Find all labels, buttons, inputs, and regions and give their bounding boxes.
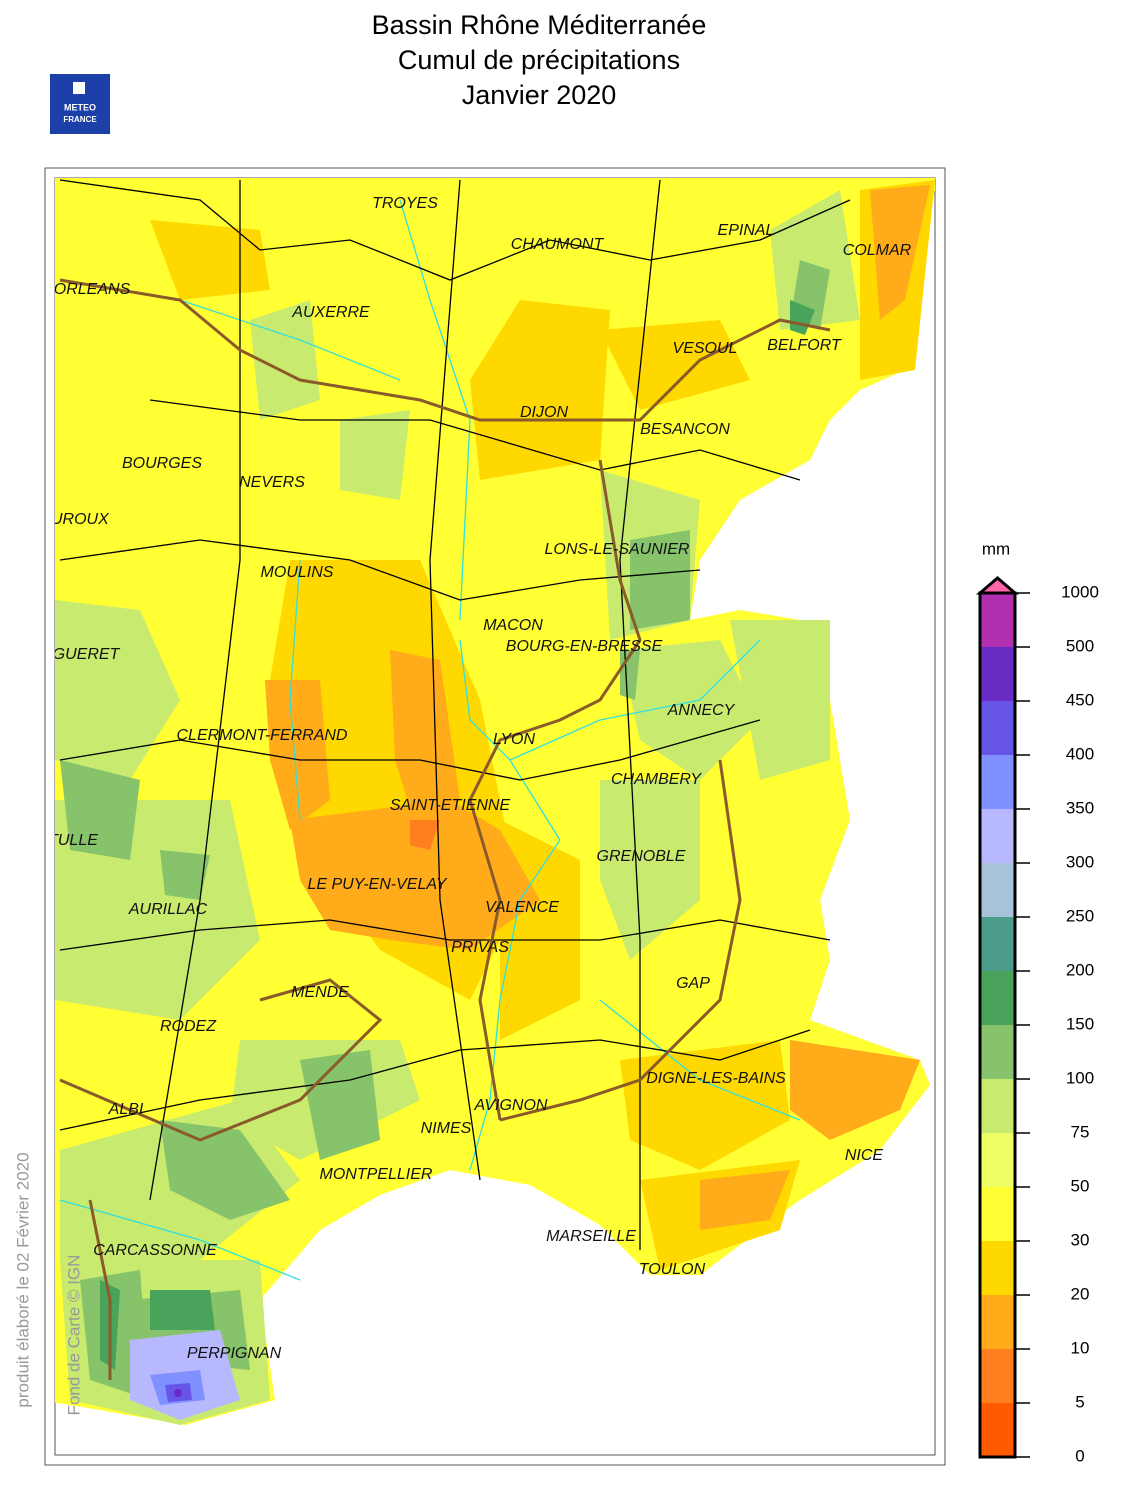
- legend-band: [980, 863, 1015, 917]
- legend-tick-label: 5: [1075, 1392, 1084, 1411]
- city-label: AVIGNON: [474, 1097, 548, 1114]
- city-label: RODEZ: [160, 1018, 217, 1035]
- legend-tick-label: 150: [1066, 1014, 1094, 1033]
- legend-tick-label: 450: [1066, 690, 1094, 709]
- city-label: NICE: [845, 1147, 884, 1164]
- legend-band: [980, 701, 1015, 755]
- legend-tick-label: 100: [1066, 1068, 1094, 1087]
- city-label: EPINAL: [718, 222, 775, 239]
- city-label: MENDE: [291, 984, 349, 1001]
- city-label: ALBI: [108, 1101, 144, 1118]
- city-label: ANNECY: [667, 702, 736, 719]
- legend-tick-label: 500: [1066, 636, 1094, 655]
- city-label: BESANCON: [640, 421, 730, 438]
- legend-tick-label: 20: [1071, 1284, 1090, 1303]
- city-label: TOULON: [639, 1261, 706, 1278]
- city-label: SAINT-ETIENNE: [390, 797, 511, 814]
- legend-band: [980, 1295, 1015, 1349]
- city-labels: TROYES CHAUMONT EPINAL COLMAR ORLEANS AU…: [0, 195, 912, 1362]
- legend-band: [980, 755, 1015, 809]
- legend-over: [975, 576, 1020, 595]
- city-label: AURILLAC: [128, 901, 208, 918]
- city-label: TROYES: [372, 195, 438, 212]
- legend-tick-label: 0: [1075, 1446, 1084, 1465]
- legend: 0 5 10 20 30 50 75 100 150 200 250 300 350 400 450 500 1…: [975, 576, 1099, 1465]
- city-label: LONS-LE-SAUNIER: [545, 541, 690, 558]
- legend-band: [980, 1241, 1015, 1295]
- rivers: [59, 199, 801, 1281]
- city-label: BOURGES: [122, 455, 202, 472]
- city-label: COLMAR: [843, 242, 912, 259]
- city-label: DIGNE-LES-BAINS: [646, 1070, 786, 1087]
- city-label: MONTPELLIER: [320, 1166, 433, 1183]
- city-label: CHATEAUROUX: [0, 511, 110, 528]
- legend-band: [980, 1133, 1015, 1187]
- boundaries: [59, 179, 851, 1380]
- legend-unit: mm: [982, 539, 1010, 558]
- map-frame: [44, 167, 946, 1466]
- city-label: BOURG-EN-BRESSE: [506, 638, 663, 655]
- legend-band: [980, 1079, 1015, 1133]
- city-label: PERPIGNAN: [187, 1345, 282, 1362]
- city-label: GAP: [676, 975, 710, 992]
- city-label: CHAMBERY: [611, 771, 702, 788]
- legend-band: [980, 1349, 1015, 1403]
- title-line: Janvier 2020: [462, 80, 617, 110]
- city-label: CLERMONT-FERRAND: [177, 727, 348, 744]
- legend-band: [980, 1403, 1015, 1457]
- logo-text: METEO: [64, 102, 96, 112]
- city-label: ORLEANS: [54, 281, 131, 298]
- city-label: MARSEILLE: [546, 1228, 636, 1245]
- legend-band: [980, 917, 1015, 971]
- legend-tick-label: 50: [1071, 1176, 1090, 1195]
- city-label: CARCASSONNE: [93, 1242, 217, 1259]
- city-label: AUXERRE: [291, 304, 370, 321]
- city-label: MOULINS: [261, 564, 334, 581]
- city-label: CHAUMONT: [511, 236, 605, 253]
- legend-band: [980, 593, 1015, 647]
- legend-tick-label: 1000: [1061, 582, 1099, 601]
- city-label: VESOUL: [673, 340, 738, 357]
- legend-tick-label: 400: [1066, 744, 1094, 763]
- legend-tick-label: 350: [1066, 798, 1094, 817]
- legend-tick-label: 30: [1071, 1230, 1090, 1249]
- city-label: BELFORT: [767, 337, 842, 354]
- legend-tick-label: 300: [1066, 852, 1094, 871]
- title-line: Bassin Rhône Méditerranée: [372, 10, 707, 40]
- legend-band: [980, 971, 1015, 1025]
- city-label: LE PUY-EN-VELAY: [307, 876, 447, 893]
- city-label: TULLE: [48, 832, 98, 849]
- legend-tick-label: 75: [1071, 1122, 1090, 1141]
- credit: produit élaboré le 02 Février 2020: [13, 1152, 32, 1407]
- city-label: VALENCE: [485, 899, 559, 916]
- legend-band: [980, 1025, 1015, 1079]
- legend-tick-label: 200: [1066, 960, 1094, 979]
- legend-tick-label: 10: [1071, 1338, 1090, 1357]
- city-label: NIMES: [421, 1120, 472, 1137]
- city-label: DIJON: [520, 404, 568, 421]
- legend-band: [980, 647, 1015, 701]
- credit: Fond de Carte © IGN: [64, 1255, 83, 1416]
- logo-text: FRANCE: [63, 115, 97, 124]
- logo-icon: [73, 82, 85, 94]
- city-label: MACON: [483, 617, 543, 634]
- legend-tick-label: 250: [1066, 906, 1094, 925]
- city-label: LYON: [493, 731, 536, 748]
- legend-band: [980, 1187, 1015, 1241]
- city-label: GRENOBLE: [597, 848, 686, 865]
- title-line: Cumul de précipitations: [398, 45, 680, 75]
- city-label: GUERET: [53, 646, 121, 663]
- map: TROYES CHAUMONT EPINAL COLMAR ORLEANS AU…: [0, 178, 935, 1425]
- city-label: PRIVAS: [451, 939, 509, 956]
- legend-band: [980, 809, 1015, 863]
- city-label: NEVERS: [239, 474, 305, 491]
